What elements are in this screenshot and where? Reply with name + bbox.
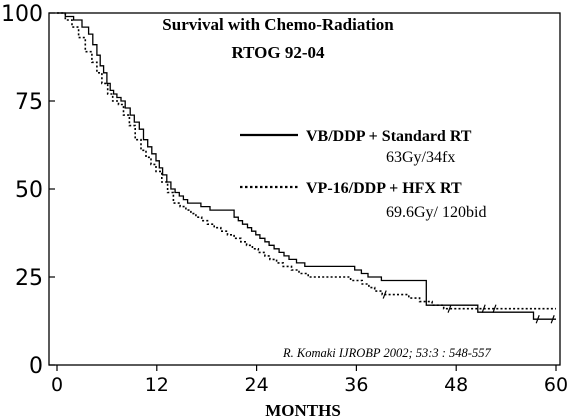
x-tick-label: 36	[344, 374, 368, 396]
legend-label-hfx-rt: VP-16/DDP + HFX RT	[306, 180, 462, 197]
x-tick-label: 48	[444, 374, 468, 396]
series-line-0	[57, 12, 556, 320]
censor-mark	[550, 315, 555, 324]
y-tick-label: 0	[29, 354, 43, 379]
citation: R. Komaki IJROBP 2002; 53:3 : 548-557	[282, 346, 491, 360]
x-tick-label: 60	[544, 374, 568, 396]
legend-label-standard-rt: VB/DDP + Standard RT	[306, 128, 472, 145]
chart-title: Survival with Chemo-Radiation	[162, 15, 394, 34]
censor-mark	[535, 315, 540, 324]
x-axis: 0 12 24 36 48 60	[51, 365, 568, 396]
y-tick-label: 75	[15, 90, 43, 115]
censor-mark	[382, 290, 387, 299]
censor-mark	[447, 304, 452, 313]
y-tick-label: 100	[1, 2, 43, 27]
y-tick-label: 50	[15, 178, 43, 203]
y-axis: 0 25 50 75 100	[1, 2, 55, 379]
legend-detail-standard-rt: 63Gy/34fx	[386, 149, 455, 166]
x-tick-label: 12	[145, 374, 169, 396]
y-tick-label: 25	[15, 266, 43, 291]
x-axis-label: MONTHS	[265, 401, 341, 420]
x-tick-label: 0	[51, 374, 63, 396]
censor-mark	[481, 304, 486, 313]
legend-detail-hfx-rt: 69.6Gy/ 120bid	[386, 204, 486, 221]
x-tick-label: 24	[245, 374, 269, 396]
censor-mark	[492, 304, 497, 313]
series-layer	[57, 12, 556, 324]
chart-subtitle: RTOG 92-04	[231, 43, 325, 62]
legend: VB/DDP + Standard RT 63Gy/34fx VP-16/DDP…	[240, 128, 486, 221]
